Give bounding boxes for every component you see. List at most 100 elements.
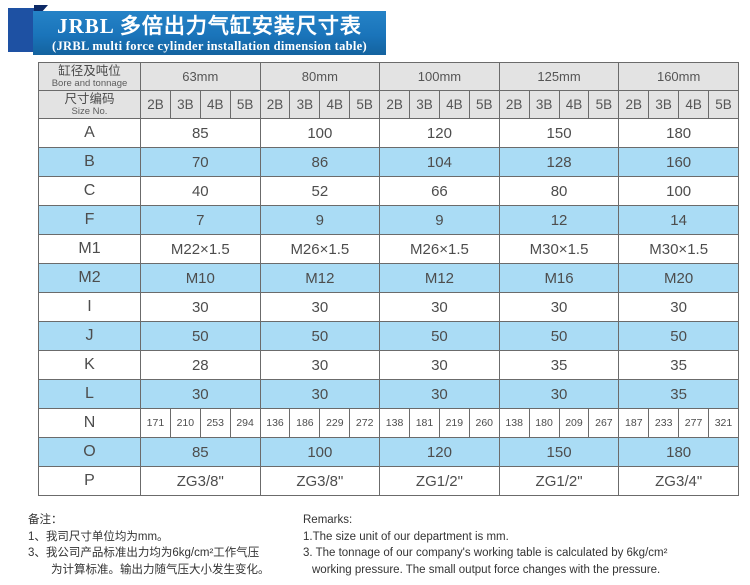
dimension-cell: ZG1/2" xyxy=(498,466,620,496)
notes-cn-line: 3、我公司产品标准出力均为6kg/cm²工作气压 xyxy=(28,547,260,559)
row-label: P xyxy=(38,466,141,496)
table-row: I 30 30 30 30 30 xyxy=(38,292,739,322)
dimension-cell: 180 xyxy=(618,118,739,148)
dimension-cell: 30 xyxy=(259,350,381,380)
dimension-cell: 253 xyxy=(199,408,231,438)
size-code-header: 2B xyxy=(259,90,291,119)
dimension-cell: 219 xyxy=(438,408,470,438)
dimension-cell: 120 xyxy=(379,437,500,467)
row-label: K xyxy=(38,350,141,380)
dimension-cell: 120 xyxy=(379,118,500,148)
corner-header: 缸径及吨位 Bore and tonnage xyxy=(38,62,141,91)
corner-header-cn: 缸径及吨位 xyxy=(58,64,121,78)
table-container: 缸径及吨位 Bore and tonnage 63mm 80mm 100mm 125mm 1… xyxy=(38,62,739,496)
dimension-cell: 186 xyxy=(289,408,321,438)
dimension-cell: 52 xyxy=(259,176,381,206)
bore-group-header: 80mm xyxy=(259,62,381,91)
notes-cn-title: 备注： xyxy=(28,514,63,526)
dimension-cell: 30 xyxy=(140,379,261,409)
dimension-cell: 40 xyxy=(140,176,261,206)
corner-header-en: Bore and tonnage xyxy=(51,78,128,89)
dimension-cell: 35 xyxy=(618,350,739,380)
bore-group-header: 100mm xyxy=(379,62,500,91)
dimension-cell: 50 xyxy=(379,321,500,351)
dimension-cell: 210 xyxy=(169,408,201,438)
dimension-cell: M12 xyxy=(379,263,500,293)
dimension-cell: 267 xyxy=(588,408,620,438)
dimension-cell: 30 xyxy=(379,292,500,322)
dimension-cell: 260 xyxy=(468,408,500,438)
dimension-cell: M26×1.5 xyxy=(379,234,500,264)
dimension-cell: 150 xyxy=(498,437,620,467)
table-row: A 85 100 120 150 180 xyxy=(38,118,739,148)
row-label: I xyxy=(38,292,141,322)
dimension-cell: 136 xyxy=(259,408,291,438)
dimension-cell: 104 xyxy=(379,147,500,177)
size-code-header: 5B xyxy=(588,90,620,119)
size-no-header-en: Size No. xyxy=(71,106,108,117)
dimension-cell: 7 xyxy=(140,205,261,235)
dimension-cell: 9 xyxy=(259,205,381,235)
table-row: L 30 30 30 30 35 xyxy=(38,379,739,409)
dimension-cell: 35 xyxy=(618,379,739,409)
row-label: B xyxy=(38,147,141,177)
size-code-header: 4B xyxy=(199,90,231,119)
notes-cn-line: 1、我司尺寸单位均为mm。 xyxy=(28,530,169,543)
dimension-cell: 30 xyxy=(379,350,500,380)
dimension-cell: 128 xyxy=(498,147,620,177)
dimension-cell: 150 xyxy=(498,118,620,148)
row-label: M2 xyxy=(38,263,141,293)
dimension-cell: ZG3/8" xyxy=(259,466,381,496)
dimension-cell: 30 xyxy=(618,292,739,322)
row-label: J xyxy=(38,321,141,351)
size-code-header: 3B xyxy=(528,90,560,119)
dimension-cell: 50 xyxy=(498,321,620,351)
dimension-cell: 80 xyxy=(498,176,620,206)
dimension-cell: ZG3/4" xyxy=(618,466,739,496)
size-code-header: 2B xyxy=(618,90,650,119)
dimension-cell: 30 xyxy=(259,292,381,322)
page-title: JRBL 多倍出力气缸安装尺寸表 xyxy=(57,14,362,38)
dimension-cell: 233 xyxy=(648,408,680,438)
size-code-header: 5B xyxy=(349,90,381,119)
dimension-cell: 50 xyxy=(140,321,261,351)
row-label: L xyxy=(38,379,141,409)
size-code-header: 5B xyxy=(708,90,739,119)
header-row-size-no: 尺寸编码 Size No. 2B 3B 4B 5B 2B 3B 4B 5B 2B 3B 4B 5B 2B 3B… xyxy=(38,90,739,119)
size-no-header-cn: 尺寸编码 xyxy=(64,92,115,106)
notes-english: Remarks: 1.The size unit of our departme… xyxy=(303,512,667,578)
header-row-bore: 缸径及吨位 Bore and tonnage 63mm 80mm 100mm 125mm 1… xyxy=(38,62,739,91)
notes-en-title: Remarks: xyxy=(303,514,353,526)
dimension-cell: 277 xyxy=(678,408,710,438)
size-code-header: 2B xyxy=(379,90,411,119)
table-row: M1 M22×1.5 M26×1.5 M26×1.5 M30×1.5 M30×1.5 xyxy=(38,234,739,264)
size-code-header: 4B xyxy=(678,90,710,119)
size-code-header: 4B xyxy=(438,90,470,119)
size-code-header: 3B xyxy=(169,90,201,119)
row-label: F xyxy=(38,205,141,235)
size-code-header: 3B xyxy=(289,90,321,119)
notes-cn-line: 为计算标准。输出力随气压大小发生变化。 xyxy=(51,563,270,576)
dimension-cell: 187 xyxy=(618,408,650,438)
dimension-cell: 100 xyxy=(618,176,739,206)
dimension-cell: 100 xyxy=(259,437,381,467)
dimension-cell: 30 xyxy=(259,379,381,409)
dimension-cell: 180 xyxy=(618,437,739,467)
row-label: O xyxy=(38,437,141,467)
dimension-cell: 321 xyxy=(708,408,739,438)
notes-chinese: 备注： 1、我司尺寸单位均为mm。 3、我公司产品标准出力均为6kg/cm²工作… xyxy=(28,512,270,578)
notes-en-line: 3. The tonnage of our company's working … xyxy=(303,547,668,559)
dimension-cell: 138 xyxy=(379,408,411,438)
dimension-cell: 9 xyxy=(379,205,500,235)
dimension-cell: 30 xyxy=(498,379,620,409)
size-no-header: 尺寸编码 Size No. xyxy=(38,90,141,119)
dimension-cell: ZG3/8" xyxy=(140,466,261,496)
dimension-cell: 12 xyxy=(498,205,620,235)
bore-group-header: 125mm xyxy=(498,62,620,91)
table-head: 缸径及吨位 Bore and tonnage 63mm 80mm 100mm 125mm 1… xyxy=(38,62,739,119)
dimension-cell: 50 xyxy=(259,321,381,351)
dimension-cell: 181 xyxy=(409,408,440,438)
dimension-cell: 138 xyxy=(498,408,530,438)
size-code-header: 3B xyxy=(409,90,440,119)
size-code-header: 2B xyxy=(498,90,530,119)
